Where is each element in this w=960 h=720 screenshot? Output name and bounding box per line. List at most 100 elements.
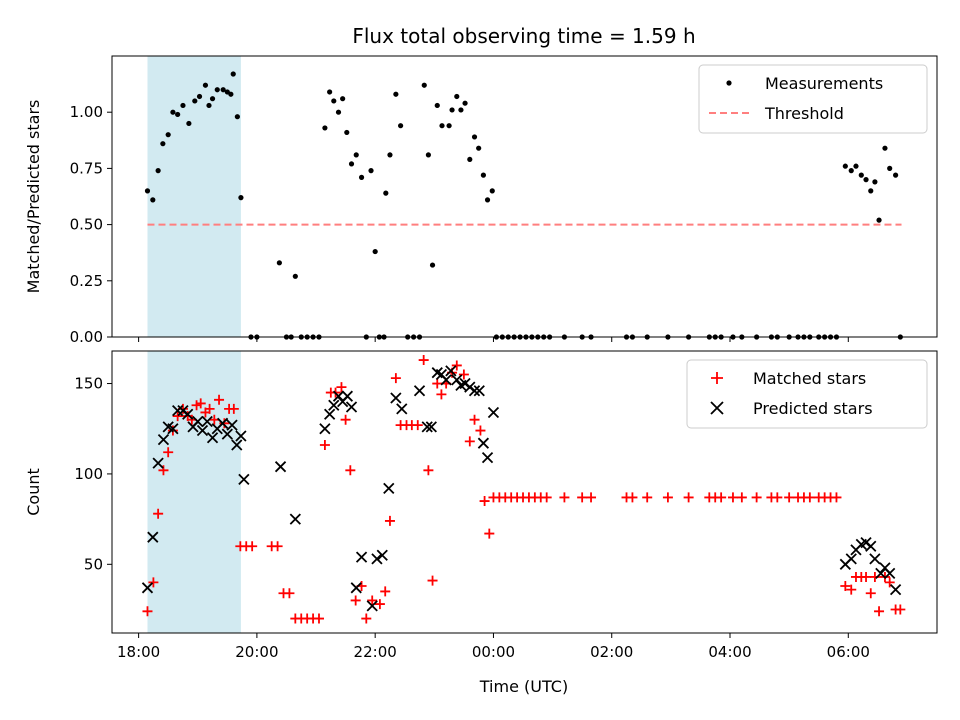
predicted-star-point xyxy=(869,553,881,565)
predicted-star-point xyxy=(473,385,485,397)
matched-star-point xyxy=(458,369,469,380)
matched-star-point xyxy=(384,515,395,526)
matched-star-point xyxy=(586,492,597,503)
predicted-star-point xyxy=(865,540,877,552)
predicted-star-point xyxy=(221,428,233,440)
measurement-point xyxy=(340,96,346,102)
matched-star-point xyxy=(219,418,230,429)
y-tick-label: 150 xyxy=(74,375,103,393)
matched-star-point xyxy=(247,541,258,552)
measurement-point xyxy=(872,179,878,185)
matched-star-point xyxy=(642,492,653,503)
measurement-point xyxy=(234,114,240,120)
matched-star-point xyxy=(374,599,385,610)
predicted-star-point xyxy=(421,421,433,433)
measurement-point xyxy=(462,100,468,106)
y-tick-label: 1.00 xyxy=(70,103,103,121)
predicted-star-point xyxy=(192,415,204,428)
matched-star-point xyxy=(874,606,885,617)
measurement-point xyxy=(192,98,198,104)
x-axis-label: Time (UTC) xyxy=(479,677,568,696)
measurement-point xyxy=(429,262,436,268)
y-axis-label: Matched/Predicted stars xyxy=(24,100,43,294)
matched-star-point xyxy=(559,492,570,503)
predicted-star-point xyxy=(445,365,457,377)
matched-star-point xyxy=(484,528,495,539)
matched-star-point xyxy=(390,373,401,384)
matched-star-point xyxy=(479,496,490,507)
matched-star-point xyxy=(228,403,239,414)
predicted-star-point xyxy=(383,482,395,495)
matched-star-point xyxy=(861,571,872,582)
legend-marker xyxy=(710,401,724,415)
measurement-point xyxy=(335,109,342,115)
predicted-star-point xyxy=(147,531,159,543)
matched-star-point xyxy=(423,465,434,476)
measurement-point xyxy=(322,125,328,131)
matched-star-point xyxy=(153,508,164,519)
legend-label: Threshold xyxy=(764,104,844,123)
predicted-star-point xyxy=(396,403,408,415)
predicted-star-point xyxy=(425,421,437,433)
predicted-star-point xyxy=(413,385,426,397)
matched-star-point xyxy=(475,425,486,436)
measurement-point xyxy=(170,109,176,115)
matched-star-point xyxy=(284,588,295,599)
x-tick-label: 00:00 xyxy=(472,643,515,661)
matched-star-point xyxy=(380,586,391,597)
measurement-point xyxy=(383,190,389,196)
predicted-star-point xyxy=(845,553,857,565)
x-tick-label: 04:00 xyxy=(708,643,751,661)
measurement-point xyxy=(238,195,244,201)
x-tick-label: 22:00 xyxy=(354,643,397,661)
measurement-point xyxy=(398,123,404,129)
predicted-star-point xyxy=(172,405,184,417)
matched-star-point xyxy=(195,398,206,409)
measurement-point xyxy=(327,89,333,95)
matched-star-point xyxy=(736,492,747,503)
matched-star-point xyxy=(840,581,851,591)
shaded-interval xyxy=(147,351,241,633)
matched-star-point xyxy=(427,575,438,586)
measurement-point xyxy=(848,168,854,174)
predicted-star-point xyxy=(323,408,336,420)
predicted-star-point xyxy=(231,439,243,451)
top-panel-ratio: 0.00 0.25 0.50 0.75 1.00 Matched/Predicted st… xyxy=(24,55,938,346)
measurement-point xyxy=(348,161,355,167)
matched-star-point xyxy=(336,382,347,393)
matched-star-point xyxy=(412,420,423,431)
predicted-star-point xyxy=(889,583,902,596)
predicted-star-point xyxy=(366,600,378,612)
y-tick-label: 0.75 xyxy=(70,159,103,177)
matched-star-point xyxy=(683,492,694,503)
measurement-point xyxy=(868,188,874,194)
matched-star-point xyxy=(209,414,220,425)
measurement-point xyxy=(353,152,359,158)
measurement-point xyxy=(425,152,431,158)
predicted-star-point xyxy=(332,390,345,402)
measurement-point xyxy=(150,197,156,203)
axes-frame xyxy=(111,55,938,338)
measurement-point xyxy=(331,98,337,104)
predicted-star-point xyxy=(157,433,170,446)
matched-star-point xyxy=(804,492,815,503)
matched-star-point xyxy=(541,492,552,503)
predicted-star-point xyxy=(355,551,368,563)
measurement-point xyxy=(292,273,298,279)
predicted-star-point xyxy=(216,417,229,429)
predicted-star-point xyxy=(289,513,301,525)
legend-box xyxy=(698,64,928,134)
predicted-star-point xyxy=(341,390,354,402)
chart-title: Flux total observing time = 1.59 h xyxy=(352,24,695,48)
x-tick-label: 20:00 xyxy=(235,643,278,661)
measurement-point xyxy=(893,172,899,178)
predicted-star-point xyxy=(319,423,331,435)
measurement-point xyxy=(446,123,452,129)
measurement-point xyxy=(853,163,859,169)
predicted-star-point xyxy=(451,374,463,386)
measurement-point xyxy=(368,168,374,174)
measurement-point xyxy=(863,177,869,183)
predicted-star-point xyxy=(481,452,494,464)
predicted-star-point xyxy=(487,406,500,419)
